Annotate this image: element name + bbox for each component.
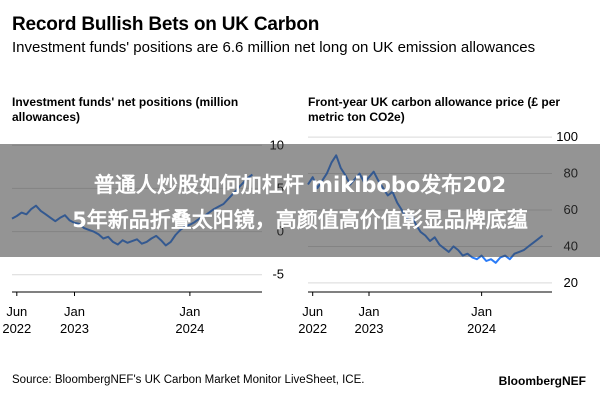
left-x-tick-label: Jan [64, 304, 85, 319]
right-x-tick-year: 2023 [355, 321, 384, 336]
left-x-tick-year: 2022 [2, 321, 31, 336]
left-x-tick-year: 2023 [60, 321, 89, 336]
right-x-tick-label: Jun [302, 304, 323, 319]
right-x-tick-label: Jan [359, 304, 380, 319]
chart-subtitle: Investment funds' positions are 6.6 mill… [12, 39, 536, 56]
right-x-tick-year: 2024 [467, 321, 496, 336]
left-x-tick-label: Jan [179, 304, 200, 319]
left-x-tick-label: Jun [6, 304, 27, 319]
right-y-tick-label: 20 [564, 275, 578, 290]
left-y-tick-label: -5 [272, 267, 284, 282]
right-x-tick-label: Jan [471, 304, 492, 319]
overlay-text-line-2: 5年新品折叠太阳镜，高颜值高价值彰显品牌底蕴 [72, 208, 528, 232]
left-panel-title: Investment funds' net positions (million… [12, 95, 239, 124]
right-y-tick-label: 100 [556, 129, 578, 144]
right-x-tick-year: 2022 [298, 321, 327, 336]
overlay-text-line-1: 普通人炒股如何加杠杆 mikibobo发布202 [93, 173, 507, 197]
chart-title: Record Bullish Bets on UK Carbon [12, 14, 320, 35]
overlay-banner: 普通人炒股如何加杠杆 mikibobo发布202 5年新品折叠太阳镜，高颜值高价… [0, 144, 600, 257]
left-x-tick-year: 2024 [175, 321, 204, 336]
source-note: Source: BloombergNEF's UK Carbon Market … [12, 374, 365, 386]
right-panel-title: Front-year UK carbon allowance price (£ … [308, 95, 561, 124]
bloombergnef-logo: BloombergNEF [498, 374, 586, 388]
